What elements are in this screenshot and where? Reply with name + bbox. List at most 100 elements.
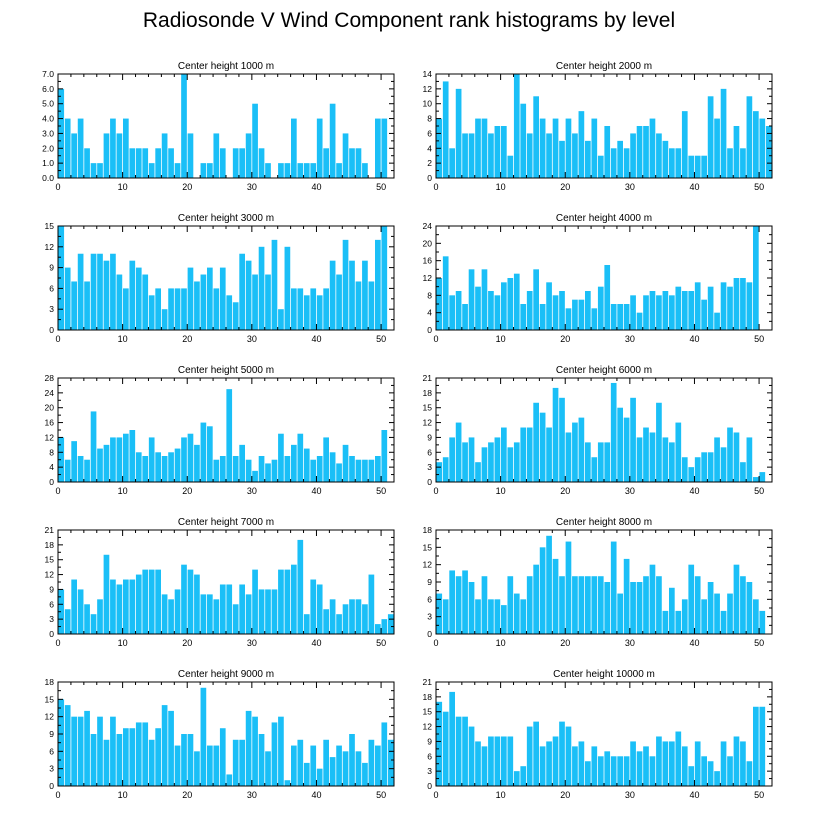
histogram-bar [630,582,636,634]
x-tick-label: 20 [182,334,192,344]
y-tick-label: 12 [45,570,55,580]
y-tick-label: 14 [423,69,433,79]
histogram-bar [481,269,488,330]
x-tick-label: 20 [560,486,570,496]
histogram-bar [714,312,720,330]
histogram-bar [526,133,533,178]
histogram-bar [468,269,475,330]
histogram-bar [232,302,239,330]
x-tick-label: 40 [311,486,321,496]
histogram-bar [591,457,598,482]
histogram-bar [623,756,630,786]
histogram-panel-9: Center height 9000 m 0 3 6 9 12 15 18 0 10 20 30 40 5… [45,669,395,800]
histogram-bar [200,422,207,482]
x-tick-label: 10 [496,486,506,496]
x-tick-label: 0 [433,790,438,800]
histogram-bar [207,594,213,634]
histogram-bar [572,422,578,482]
histogram-bar [103,133,110,178]
histogram-bar [610,382,617,482]
histogram-bar [207,267,213,330]
histogram-bar [449,437,455,482]
x-tick-label: 50 [754,486,764,496]
histogram-bar [759,706,766,786]
histogram-bar [232,604,239,634]
histogram-bar [720,741,727,786]
histogram-bar [520,304,527,330]
histogram-bar [552,558,559,634]
histogram-panel-10: Center height 10000 m 0 3 6 9 12 15 18 21 0 10 20 30… [423,669,773,800]
histogram-bar [475,462,481,482]
histogram-bar [116,274,123,330]
y-tick-label: 20 [423,238,433,248]
histogram-bar [213,599,220,634]
histogram-bar [187,133,194,178]
histogram-bar [232,739,239,786]
histogram-bar [539,412,546,482]
histogram-bar [520,766,527,786]
histogram-bar [455,291,462,330]
histogram-bar [375,745,381,786]
histogram-bar [501,282,507,330]
histogram-bar [168,288,174,330]
histogram-bar [475,741,481,786]
x-tick-label: 50 [376,638,386,648]
histogram-bar [342,751,349,786]
histogram-bar [258,589,265,634]
histogram-bar [323,609,329,634]
panel-title: Center height 3000 m [178,213,274,224]
histogram-bar [675,610,682,634]
histogram-bar [701,756,707,786]
histogram-bar [720,88,727,178]
histogram-bar [58,699,65,786]
y-tick-label: 15 [45,555,55,565]
x-tick-label: 50 [754,182,764,192]
histogram-bar [342,133,349,178]
histogram-bar [539,746,546,786]
histogram-bar [701,155,707,178]
histogram-bar [539,304,546,330]
histogram-bar [727,148,733,178]
histogram-bar [681,746,688,786]
x-tick-label: 50 [376,486,386,496]
histogram-bar [701,299,707,330]
y-tick-label: 9 [49,584,54,594]
histogram-bar [71,579,77,634]
histogram-bar [368,281,375,330]
histogram-bar [481,447,488,482]
histogram-bar [475,599,481,634]
histogram-bar [565,432,572,482]
histogram-bar [284,246,291,330]
histogram-panel-2: Center height 2000 m 0 2 4 6 8 10 12 14 0 10 20 30 40… [423,61,773,192]
histogram-bar [135,148,142,178]
x-tick-label: 0 [55,790,60,800]
histogram-bar [239,253,245,330]
histogram-bar [168,148,174,178]
histogram-bar [135,574,142,634]
histogram-bar [90,614,97,634]
x-tick-label: 40 [689,638,699,648]
histogram-bar [181,734,187,786]
histogram-bar [688,467,695,482]
histogram-bar [232,456,239,482]
histogram-bar [284,456,291,482]
histogram-bar [585,761,591,786]
histogram-bar [219,148,226,178]
histogram-bar [110,579,116,634]
histogram-bar [174,163,181,178]
histogram-bar [123,433,129,482]
histogram-bar [97,163,103,178]
histogram-bar [707,96,714,178]
histogram-bar [135,722,142,786]
histogram-bar [110,716,116,786]
histogram-bar [291,288,297,330]
histogram-bar [701,452,707,482]
histogram-bar [291,564,297,634]
x-tick-label: 40 [311,790,321,800]
y-tick-label: 12 [423,273,433,283]
histogram-bar [278,716,284,786]
histogram-bar [656,576,662,634]
histogram-bar [714,118,720,178]
histogram-bar [656,402,662,482]
histogram-bar [265,589,271,634]
